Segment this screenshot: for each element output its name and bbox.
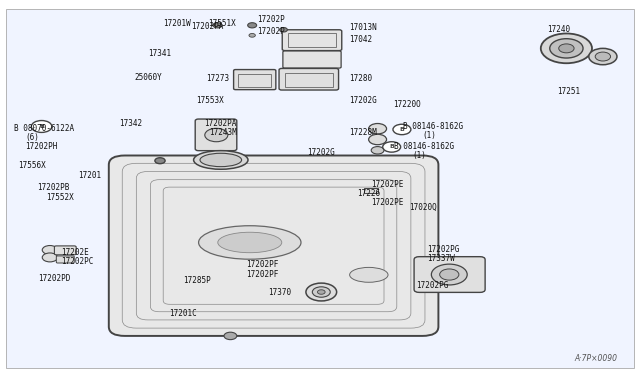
Circle shape (589, 48, 617, 65)
Text: 17042: 17042 (349, 35, 372, 44)
Text: (1): (1) (413, 151, 427, 160)
Text: 17202PH: 17202PH (26, 142, 58, 151)
Text: 17202PA: 17202PA (204, 119, 237, 128)
Text: 17285P: 17285P (184, 276, 211, 285)
Text: 17202PF: 17202PF (246, 270, 278, 279)
Text: 17341: 17341 (148, 49, 172, 58)
FancyBboxPatch shape (282, 30, 342, 51)
Text: 17337W: 17337W (428, 254, 455, 263)
Circle shape (541, 33, 592, 63)
Circle shape (393, 124, 411, 135)
Text: 17251: 17251 (557, 87, 580, 96)
Text: 17553X: 17553X (196, 96, 224, 105)
Text: B 08146-8162G: B 08146-8162G (394, 142, 454, 151)
Bar (238, 74, 271, 87)
Text: 17202PE: 17202PE (371, 198, 404, 207)
Circle shape (249, 33, 255, 37)
Bar (288, 33, 336, 47)
Text: 17202PG: 17202PG (428, 246, 460, 254)
Text: B: B (39, 124, 44, 129)
Text: 17202P: 17202P (257, 15, 285, 24)
Text: 17202E: 17202E (61, 248, 88, 257)
Text: 17201: 17201 (78, 171, 101, 180)
Text: A·7P×0090: A·7P×0090 (575, 354, 618, 363)
Text: (1): (1) (422, 131, 436, 140)
Circle shape (559, 44, 574, 53)
Circle shape (431, 264, 467, 285)
Ellipse shape (198, 226, 301, 259)
Text: B: B (389, 144, 394, 150)
Circle shape (306, 283, 337, 301)
Circle shape (369, 134, 387, 145)
Circle shape (280, 28, 287, 32)
Text: 17226: 17226 (357, 189, 380, 198)
FancyBboxPatch shape (195, 119, 237, 151)
Text: 17202PB: 17202PB (37, 183, 70, 192)
Ellipse shape (218, 232, 282, 253)
FancyBboxPatch shape (109, 155, 438, 336)
Text: B 08146-8162G: B 08146-8162G (403, 122, 463, 131)
Circle shape (371, 147, 384, 154)
FancyBboxPatch shape (56, 256, 74, 263)
FancyBboxPatch shape (414, 257, 485, 292)
Ellipse shape (349, 267, 388, 282)
Text: 17552X: 17552X (46, 193, 74, 202)
Text: 25060Y: 25060Y (134, 73, 162, 81)
Text: 17342: 17342 (119, 119, 142, 128)
FancyBboxPatch shape (283, 51, 341, 68)
Text: 17202P: 17202P (257, 27, 285, 36)
Circle shape (42, 253, 58, 262)
Circle shape (312, 287, 330, 297)
Text: 17201W: 17201W (163, 19, 191, 28)
Text: (6): (6) (26, 133, 40, 142)
Circle shape (213, 23, 222, 28)
Text: 17556X: 17556X (18, 161, 45, 170)
Text: 17280: 17280 (349, 74, 372, 83)
FancyBboxPatch shape (234, 70, 276, 90)
Text: 17201C: 17201C (170, 309, 197, 318)
Circle shape (31, 121, 52, 132)
Circle shape (369, 124, 387, 134)
FancyBboxPatch shape (279, 68, 339, 90)
Text: 17202G: 17202G (349, 96, 376, 105)
Bar (285, 73, 333, 87)
Text: 17202PF: 17202PF (246, 260, 278, 269)
Circle shape (317, 290, 325, 294)
Circle shape (383, 142, 401, 152)
Circle shape (440, 269, 459, 280)
Circle shape (42, 246, 58, 254)
Text: 17551X: 17551X (208, 19, 236, 28)
Text: 17202PA: 17202PA (191, 22, 224, 31)
Circle shape (248, 23, 257, 28)
Text: 17202PD: 17202PD (38, 274, 71, 283)
Ellipse shape (193, 151, 248, 169)
Circle shape (595, 52, 611, 61)
Text: 17228M: 17228M (349, 128, 376, 137)
Text: 17202G: 17202G (307, 148, 335, 157)
Ellipse shape (200, 153, 242, 167)
Circle shape (550, 39, 583, 58)
Circle shape (205, 128, 228, 142)
Text: 17273: 17273 (206, 74, 229, 83)
FancyBboxPatch shape (54, 246, 76, 255)
Circle shape (224, 332, 237, 340)
Text: 17013N: 17013N (349, 23, 376, 32)
Text: 17202PC: 17202PC (61, 257, 93, 266)
Bar (364, 188, 378, 193)
Circle shape (155, 158, 165, 164)
Text: 17220O: 17220O (394, 100, 421, 109)
Text: B 08070-6122A: B 08070-6122A (14, 124, 74, 133)
Text: 17020Q: 17020Q (410, 203, 437, 212)
Text: 17240: 17240 (547, 25, 570, 34)
Text: B: B (399, 127, 404, 132)
Text: 17243M: 17243M (209, 128, 237, 137)
Text: 17370: 17370 (268, 288, 291, 296)
Text: 17202PG: 17202PG (416, 281, 449, 290)
Text: 17202PE: 17202PE (371, 180, 404, 189)
